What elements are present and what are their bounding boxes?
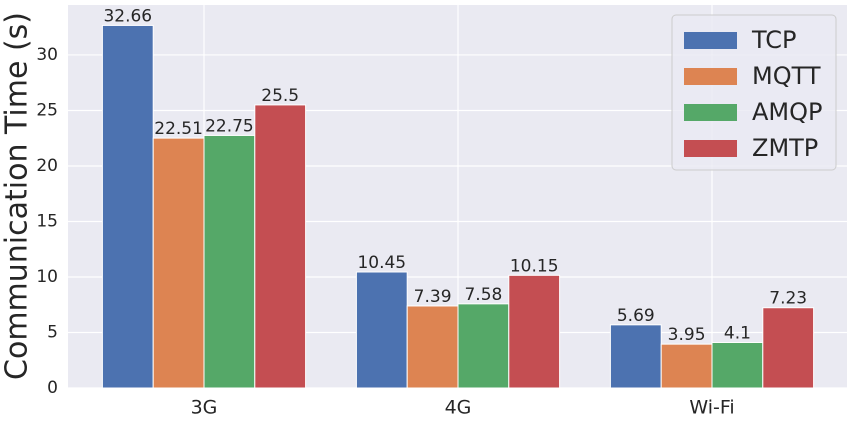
value-label: 7.58 <box>464 285 502 305</box>
value-label: 5.69 <box>617 306 655 326</box>
y-tick-label: 10 <box>36 267 58 287</box>
bar <box>203 134 256 389</box>
legend-label: ZMTP <box>752 134 818 162</box>
y-tick-label: 5 <box>47 322 58 342</box>
value-label: 7.39 <box>414 287 452 307</box>
bar <box>254 104 307 389</box>
value-label: 22.51 <box>154 119 203 139</box>
y-tick-label: 15 <box>36 211 58 231</box>
x-tick-label: Wi-Fi <box>689 397 734 419</box>
legend-box <box>671 14 837 171</box>
value-label: 3.95 <box>668 325 706 345</box>
bar <box>355 271 408 389</box>
y-tick-label: 25 <box>36 100 58 120</box>
bar <box>101 24 154 389</box>
bar <box>762 307 815 389</box>
legend-swatch <box>684 104 737 121</box>
bar <box>609 324 662 389</box>
bar <box>152 137 205 389</box>
bar <box>508 274 561 389</box>
legend-label: TCP <box>751 26 796 54</box>
x-tick-label: 3G <box>191 397 218 419</box>
bar <box>660 343 713 389</box>
bar <box>711 341 764 389</box>
y-axis-label: Communication Time (s) <box>0 12 35 380</box>
value-label: 22.75 <box>205 116 254 136</box>
x-tick-label: 4G <box>445 397 472 419</box>
legend-swatch <box>684 140 737 157</box>
value-label: 7.23 <box>769 289 807 309</box>
legend-swatch <box>684 32 737 49</box>
y-tick-label: 20 <box>36 156 58 176</box>
value-label: 4.1 <box>724 323 751 343</box>
bar <box>457 303 510 389</box>
value-label: 10.15 <box>510 256 559 276</box>
y-tick-label: 0 <box>47 378 58 398</box>
legend-label: AMQP <box>752 98 823 126</box>
y-tick-label: 30 <box>36 45 58 65</box>
bar <box>406 305 459 389</box>
legend-swatch <box>684 68 737 85</box>
legend-label: MQTT <box>752 62 821 90</box>
value-label: 25.5 <box>261 86 299 106</box>
legend: TCP MQTT AMQP ZMTP <box>671 14 837 171</box>
value-label: 32.66 <box>103 6 152 26</box>
value-label: 10.45 <box>357 253 406 273</box>
